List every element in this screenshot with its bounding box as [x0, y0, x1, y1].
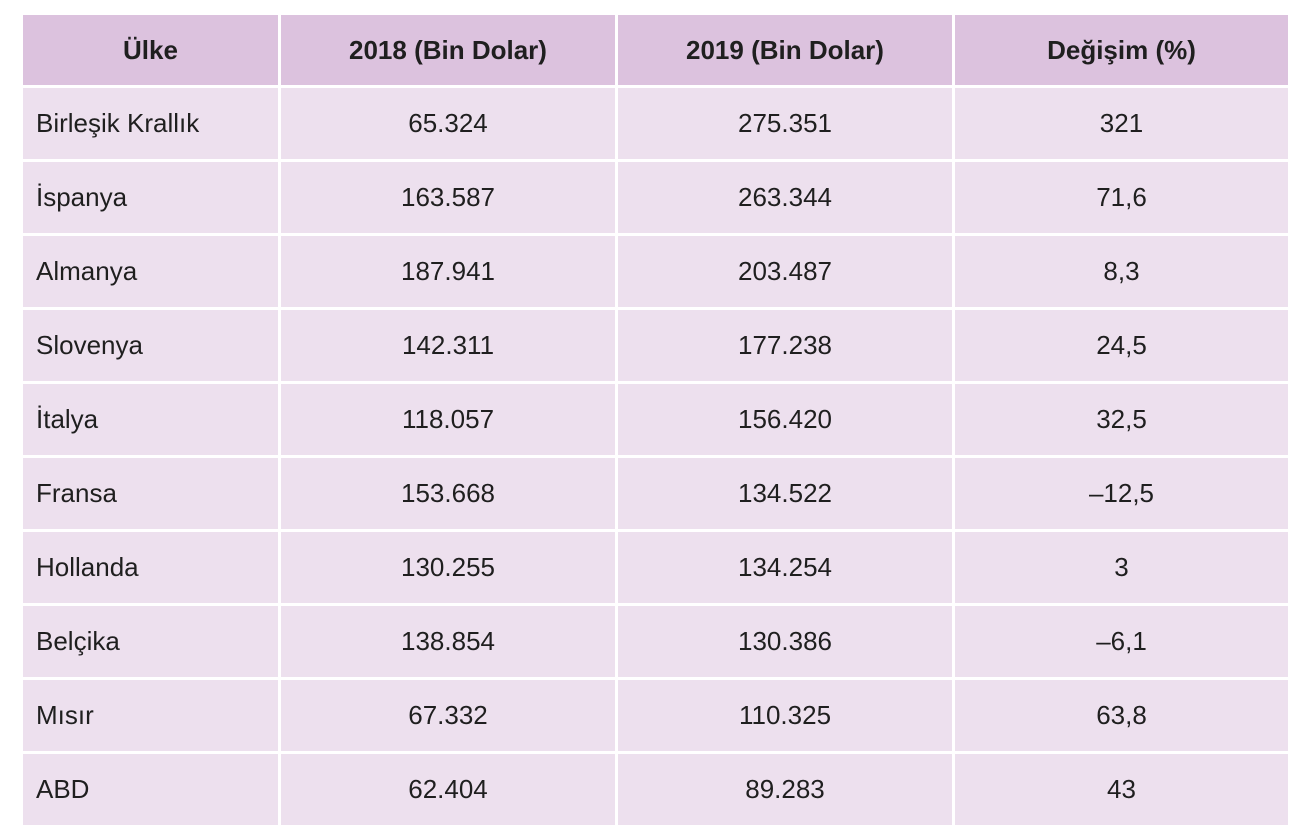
- cell-2019-value: 263.344: [615, 159, 955, 236]
- cell-country: Belçika: [20, 603, 281, 680]
- table-row: Almanya 187.941 203.487 8,3: [20, 233, 1291, 310]
- cell-change-percent: 24,5: [952, 307, 1291, 384]
- cell-country: Hollanda: [20, 529, 281, 606]
- table-row: İspanya 163.587 263.344 71,6: [20, 159, 1291, 236]
- header-2019: 2019 (Bin Dolar): [615, 12, 955, 88]
- table-body: Birleşik Krallık 65.324 275.351 321 İspanya 1…: [20, 85, 1291, 828]
- cell-2018-value: 187.941: [278, 233, 618, 310]
- cell-2018-value: 65.324: [278, 85, 618, 162]
- cell-country: Almanya: [20, 233, 281, 310]
- header-row: Ülke 2018 (Bin Dolar) 2019 (Bin Dolar) Deği…: [20, 12, 1291, 88]
- cell-2019-value: 89.283: [615, 751, 955, 828]
- cell-2019-value: 177.238: [615, 307, 955, 384]
- cell-country: ABD: [20, 751, 281, 828]
- cell-2019-value: 134.522: [615, 455, 955, 532]
- cell-2018-value: 118.057: [278, 381, 618, 458]
- data-table: Ülke 2018 (Bin Dolar) 2019 (Bin Dolar) Deği…: [20, 12, 1291, 828]
- data-table-container: Ülke 2018 (Bin Dolar) 2019 (Bin Dolar) Deği…: [20, 12, 1291, 828]
- cell-2018-value: 138.854: [278, 603, 618, 680]
- cell-country: Fransa: [20, 455, 281, 532]
- cell-2019-value: 203.487: [615, 233, 955, 310]
- table-row: Hollanda 130.255 134.254 3: [20, 529, 1291, 606]
- cell-change-percent: 63,8: [952, 677, 1291, 754]
- header-2018: 2018 (Bin Dolar): [278, 12, 618, 88]
- table-row: ABD 62.404 89.283 43: [20, 751, 1291, 828]
- cell-change-percent: 32,5: [952, 381, 1291, 458]
- table-row: Mısır 67.332 110.325 63,8: [20, 677, 1291, 754]
- cell-country: Slovenya: [20, 307, 281, 384]
- table-row: Fransa 153.668 134.522 –12,5: [20, 455, 1291, 532]
- header-change: Değişim (%): [952, 12, 1291, 88]
- cell-change-percent: 71,6: [952, 159, 1291, 236]
- cell-change-percent: 8,3: [952, 233, 1291, 310]
- table-row: Birleşik Krallık 65.324 275.351 321: [20, 85, 1291, 162]
- cell-2019-value: 110.325: [615, 677, 955, 754]
- table-row: İtalya 118.057 156.420 32,5: [20, 381, 1291, 458]
- cell-2018-value: 142.311: [278, 307, 618, 384]
- cell-change-percent: –6,1: [952, 603, 1291, 680]
- cell-2018-value: 130.255: [278, 529, 618, 606]
- cell-2019-value: 130.386: [615, 603, 955, 680]
- cell-change-percent: 3: [952, 529, 1291, 606]
- cell-2019-value: 156.420: [615, 381, 955, 458]
- cell-2018-value: 153.668: [278, 455, 618, 532]
- table-header: Ülke 2018 (Bin Dolar) 2019 (Bin Dolar) Deği…: [20, 12, 1291, 88]
- cell-2018-value: 62.404: [278, 751, 618, 828]
- header-country: Ülke: [20, 12, 281, 88]
- cell-change-percent: 321: [952, 85, 1291, 162]
- cell-2019-value: 275.351: [615, 85, 955, 162]
- cell-2019-value: 134.254: [615, 529, 955, 606]
- cell-2018-value: 67.332: [278, 677, 618, 754]
- cell-country: Birleşik Krallık: [20, 85, 281, 162]
- cell-change-percent: –12,5: [952, 455, 1291, 532]
- cell-country: Mısır: [20, 677, 281, 754]
- table-row: Belçika 138.854 130.386 –6,1: [20, 603, 1291, 680]
- cell-change-percent: 43: [952, 751, 1291, 828]
- table-row: Slovenya 142.311 177.238 24,5: [20, 307, 1291, 384]
- cell-country: İtalya: [20, 381, 281, 458]
- cell-country: İspanya: [20, 159, 281, 236]
- cell-2018-value: 163.587: [278, 159, 618, 236]
